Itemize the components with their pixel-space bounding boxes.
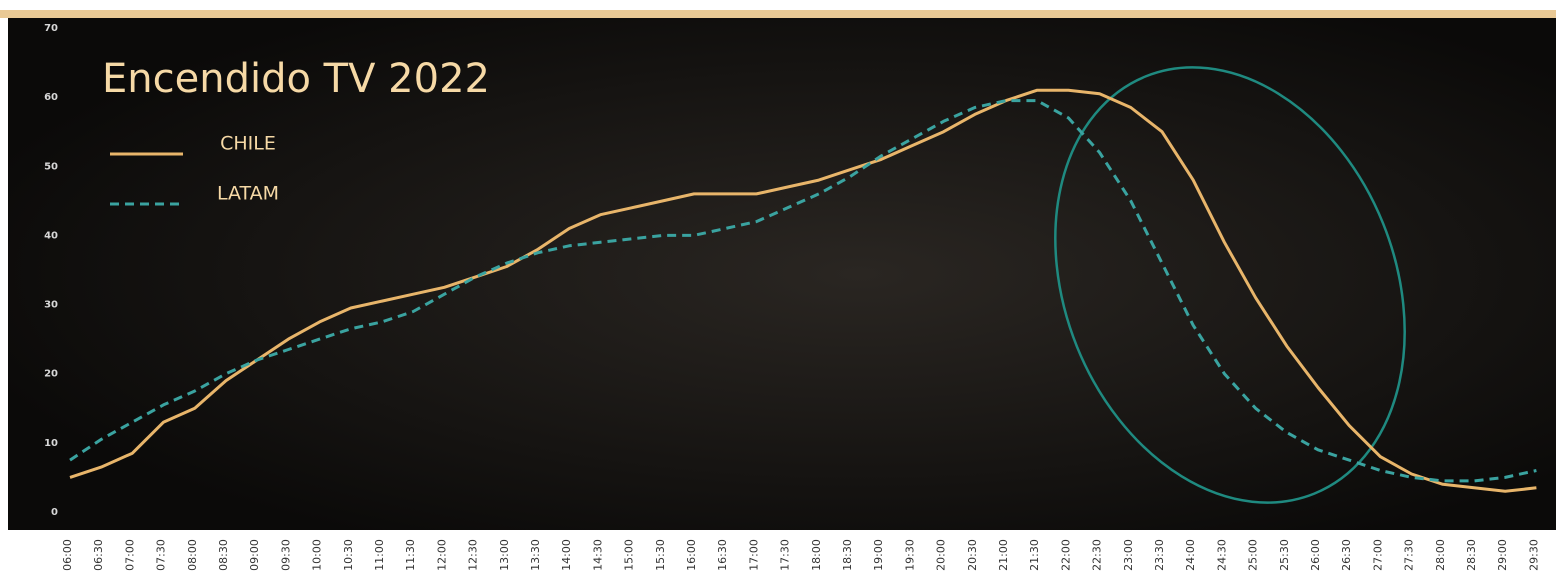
x-tick-label: 08:30 [217, 539, 230, 571]
legend-label: LATAM [217, 183, 279, 205]
y-tick-label: 10 [44, 438, 58, 449]
y-tick-label: 70 [44, 23, 58, 34]
x-tick-label: 28:30 [1465, 539, 1478, 571]
x-tick-label: 08:00 [186, 539, 199, 571]
x-tick-label: 16:30 [716, 539, 729, 571]
x-tick-label: 10:00 [311, 539, 324, 571]
x-tick-label: 20:30 [966, 539, 979, 571]
x-tick-label: 24:30 [1215, 539, 1228, 571]
series-line [69, 99, 1537, 483]
x-tick-label: 28:00 [1434, 539, 1447, 571]
y-tick-label: 30 [44, 300, 58, 311]
x-tick-label: 29:30 [1527, 539, 1540, 571]
y-tick-label: 0 [51, 507, 58, 518]
top-margin [0, 0, 1556, 10]
x-tick-label: 21:30 [1028, 539, 1041, 571]
x-tick-label: 06:00 [61, 539, 74, 571]
x-tick-label: 15:30 [654, 539, 667, 571]
x-tick-label: 16:00 [685, 539, 698, 571]
x-tick-label: 17:30 [779, 539, 792, 571]
x-tick-label: 06:30 [92, 539, 105, 571]
series-line [69, 88, 1537, 493]
x-tick-label: 23:30 [1153, 539, 1166, 571]
x-tick-label: 26:30 [1340, 539, 1353, 571]
x-tick-label: 12:30 [467, 539, 480, 571]
x-tick-label: 23:00 [1122, 539, 1135, 571]
x-tick-label: 29:00 [1496, 539, 1509, 571]
x-tick-label: 27:00 [1371, 539, 1384, 571]
y-tick-label: 50 [44, 161, 58, 172]
x-tick-label: 14:00 [560, 539, 573, 571]
x-tick-label: 14:30 [591, 539, 604, 571]
x-tick-label: 09:00 [248, 539, 261, 571]
top-bar [0, 10, 1556, 18]
x-tick-label: 12:00 [435, 539, 448, 571]
x-tick-label: 07:30 [155, 539, 168, 571]
x-tick-label: 17:00 [747, 539, 760, 571]
x-tick-label: 13:30 [529, 539, 542, 571]
x-tick-label: 09:30 [279, 539, 292, 571]
x-tick-label: 24:00 [1184, 539, 1197, 571]
photo-background [8, 18, 1556, 530]
y-tick-label: 20 [44, 369, 58, 380]
x-tick-label: 25:00 [1247, 539, 1260, 571]
x-tick-label: 11:30 [404, 539, 417, 571]
x-tick-label: 19:00 [872, 539, 885, 571]
y-tick-label: 60 [44, 92, 58, 103]
x-tick-label: 27:30 [1403, 539, 1416, 571]
x-tick-label: 15:00 [623, 539, 636, 571]
x-tick-label: 20:00 [935, 539, 948, 571]
x-tick-label: 26:00 [1309, 539, 1322, 571]
x-tick-label: 19:30 [903, 539, 916, 571]
x-tick-label: 22:00 [1059, 539, 1072, 571]
x-tick-label: 11:00 [373, 539, 386, 571]
x-tick-label: 10:30 [342, 539, 355, 571]
x-tick-label: 25:30 [1278, 539, 1291, 571]
x-tick-label: 21:00 [997, 539, 1010, 571]
y-tick-label: 40 [44, 230, 58, 241]
x-tick-label: 13:00 [498, 539, 511, 571]
x-tick-label: 18:30 [841, 539, 854, 571]
legend-label: CHILE [220, 133, 276, 155]
x-tick-label: 18:00 [810, 539, 823, 571]
x-tick-label: 07:00 [123, 539, 136, 571]
legend: CHILE LATAM [110, 133, 279, 206]
highlight-ellipse [1054, 66, 1406, 504]
chart-title: Encendido TV 2022 [102, 56, 490, 102]
x-tick-label: 22:30 [1091, 539, 1104, 571]
